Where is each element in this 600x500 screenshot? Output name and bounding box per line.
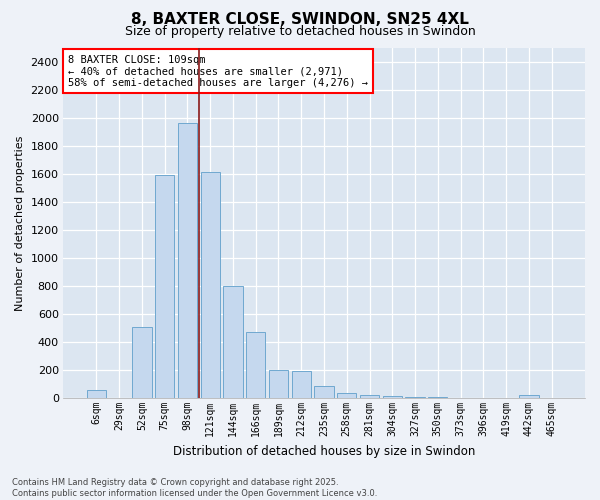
Bar <box>269 370 288 398</box>
Bar <box>155 175 175 398</box>
Text: 8 BAXTER CLOSE: 109sqm
← 40% of detached houses are smaller (2,971)
58% of semi-: 8 BAXTER CLOSE: 109sqm ← 40% of detached… <box>68 54 368 88</box>
Bar <box>200 172 220 398</box>
Text: Size of property relative to detached houses in Swindon: Size of property relative to detached ho… <box>125 25 475 38</box>
Bar <box>87 390 106 398</box>
Bar <box>519 396 539 398</box>
Bar <box>132 326 152 398</box>
X-axis label: Distribution of detached houses by size in Swindon: Distribution of detached houses by size … <box>173 444 475 458</box>
Bar <box>246 332 265 398</box>
Bar <box>337 392 356 398</box>
Bar <box>292 371 311 398</box>
Y-axis label: Number of detached properties: Number of detached properties <box>15 135 25 310</box>
Bar <box>383 396 402 398</box>
Text: 8, BAXTER CLOSE, SWINDON, SN25 4XL: 8, BAXTER CLOSE, SWINDON, SN25 4XL <box>131 12 469 28</box>
Bar <box>223 286 242 398</box>
Bar <box>406 396 425 398</box>
Bar <box>360 394 379 398</box>
Bar <box>314 386 334 398</box>
Text: Contains HM Land Registry data © Crown copyright and database right 2025.
Contai: Contains HM Land Registry data © Crown c… <box>12 478 377 498</box>
Bar <box>178 123 197 398</box>
